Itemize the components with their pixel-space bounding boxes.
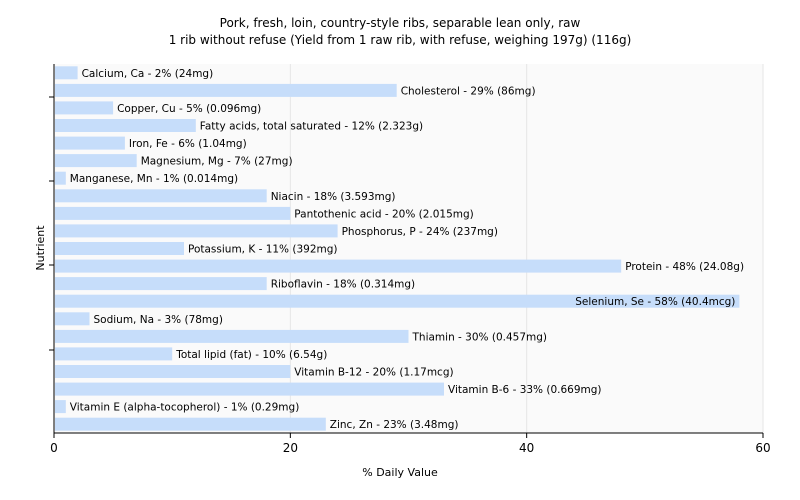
bar-label: Selenium, Se - 58% (40.4mcg) (575, 296, 735, 308)
bar (55, 101, 114, 115)
bar-label: Potassium, K - 11% (392mg) (188, 244, 338, 256)
bar (55, 259, 622, 273)
y-axis-label: Nutrient (34, 225, 47, 271)
bar (55, 242, 184, 255)
x-axis-label: % Daily Value (362, 466, 438, 479)
bar (55, 417, 326, 431)
bar (55, 189, 267, 203)
bar-label: Vitamin E (alpha-tocopherol) - 1% (0.29m… (70, 402, 299, 414)
bar-label: Niacin - 18% (3.593mg) (271, 191, 396, 203)
bar-label: Phosphorus, P - 24% (237mg) (342, 226, 498, 238)
bar (55, 382, 444, 396)
bar-label: Protein - 48% (24.08g) (625, 261, 744, 273)
bar-label: Vitamin B-6 - 33% (0.669mg) (448, 384, 602, 396)
bar-label: Cholesterol - 29% (86mg) (401, 85, 536, 97)
bar (55, 400, 66, 414)
bar (55, 224, 338, 238)
bar (55, 312, 90, 326)
bar-label: Fatty acids, total saturated - 12% (2.32… (200, 121, 423, 133)
bar (55, 206, 291, 220)
bar (55, 171, 66, 185)
bar-label: Thiamin - 30% (0.457mg) (412, 331, 548, 343)
bar (55, 83, 397, 97)
bar (55, 294, 740, 308)
bar (55, 119, 196, 132)
bar-label: Vitamin B-12 - 20% (1.17mcg) (294, 367, 453, 379)
bar-label: Zinc, Zn - 23% (3.48mg) (330, 419, 459, 431)
bar (55, 277, 267, 291)
bar-label: Riboflavin - 18% (0.314mg) (271, 279, 415, 291)
chart-title: Pork, fresh, loin, country-style ribs, s… (219, 16, 581, 30)
bar-label: Pantothenic acid - 20% (2.015mg) (294, 208, 473, 220)
bar-label: Magnesium, Mg - 7% (27mg) (141, 156, 293, 168)
bar-label: Copper, Cu - 5% (0.096mg) (117, 103, 261, 115)
bar-label: Iron, Fe - 6% (1.04mg) (129, 138, 247, 150)
bar-label: Manganese, Mn - 1% (0.014mg) (70, 173, 238, 185)
bar (55, 365, 291, 378)
x-tick-label: 0 (50, 441, 58, 455)
x-tick-label: 60 (755, 441, 770, 455)
bar (55, 329, 409, 343)
bar-label: Calcium, Ca - 2% (24mg) (82, 68, 214, 80)
x-tick-label: 20 (283, 441, 298, 455)
bar (55, 136, 125, 150)
bar (55, 66, 78, 80)
bar-label: Sodium, Na - 3% (78mg) (94, 314, 223, 326)
x-tick-label: 40 (519, 441, 534, 455)
bar-label: Total lipid (fat) - 10% (6.54g) (175, 349, 327, 361)
bar (55, 154, 137, 168)
chart-subtitle: 1 rib without refuse (Yield from 1 raw r… (168, 33, 632, 47)
bar (55, 347, 173, 361)
